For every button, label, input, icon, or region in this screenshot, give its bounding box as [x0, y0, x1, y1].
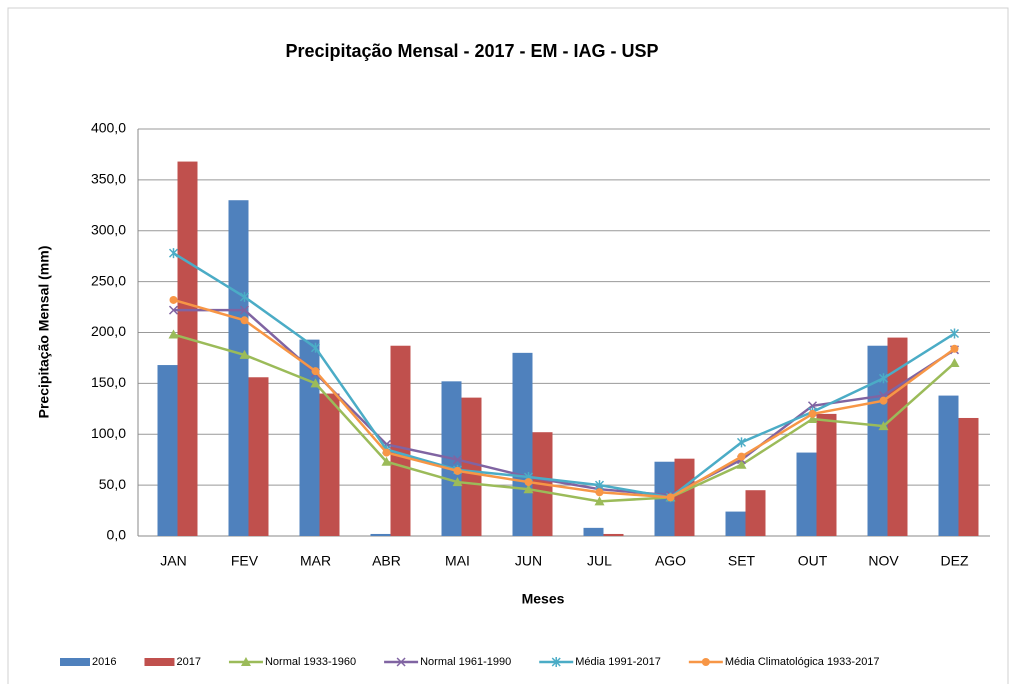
marker: [523, 484, 534, 494]
marker: [382, 448, 391, 457]
marker: [311, 367, 320, 376]
bar: [796, 452, 817, 536]
x-tick-label: JUL: [587, 553, 612, 569]
x-tick-label: OUT: [798, 553, 828, 569]
bar: [674, 458, 695, 536]
legend-label: Média 1991-2017: [575, 656, 661, 668]
bar: [725, 511, 746, 536]
marker: [878, 373, 889, 384]
x-tick-label: FEV: [231, 553, 259, 569]
y-tick-label: 0,0: [107, 527, 127, 543]
x-tick-label: JUN: [515, 553, 542, 569]
chart-title: Precipitação Mensal - 2017 - EM - IAG - …: [285, 41, 658, 61]
marker: [239, 291, 250, 302]
marker: [666, 493, 675, 502]
bar: [512, 352, 533, 536]
y-tick-label: 150,0: [91, 374, 126, 390]
bar: [887, 337, 908, 536]
marker: [736, 437, 747, 448]
x-tick-label: NOV: [868, 553, 899, 569]
y-tick-label: 350,0: [91, 171, 126, 187]
bar: [248, 377, 269, 536]
line: [173, 333, 956, 503]
legend-label: Média Climatológica 1933-2017: [725, 656, 880, 668]
marker: [310, 378, 321, 388]
x-tick-label: JAN: [160, 553, 186, 569]
bar: [867, 345, 888, 536]
legend-swatch: [60, 658, 90, 666]
marker: [240, 657, 251, 666]
marker: [737, 452, 746, 461]
x-tick-label: AGO: [655, 553, 686, 569]
marker: [878, 421, 889, 431]
chart-frame: [7, 7, 1009, 684]
x-tick-label: MAR: [300, 553, 331, 569]
bar: [177, 161, 198, 536]
marker: [239, 305, 250, 315]
legend-label: 2016: [92, 656, 116, 668]
y-tick-label: 400,0: [91, 120, 126, 136]
x-tick-label: DEZ: [941, 553, 969, 569]
bar: [390, 345, 411, 536]
legend-label: Normal 1933-1960: [265, 656, 356, 668]
x-tick-label: MAI: [445, 553, 470, 569]
bar: [461, 397, 482, 536]
marker: [551, 657, 561, 667]
marker: [168, 329, 179, 339]
y-tick-label: 250,0: [91, 272, 126, 288]
marker: [949, 328, 960, 339]
x-tick-label: SET: [728, 553, 756, 569]
bar: [299, 339, 320, 536]
marker: [168, 305, 179, 315]
marker: [524, 478, 533, 487]
bar: [958, 417, 979, 536]
marker: [594, 496, 605, 506]
marker: [453, 466, 462, 475]
marker: [310, 342, 321, 353]
y-tick-label: 300,0: [91, 221, 126, 237]
marker: [949, 358, 960, 368]
bar: [370, 533, 391, 536]
marker: [595, 488, 604, 497]
marker: [879, 396, 888, 405]
bar: [816, 413, 837, 536]
marker: [452, 477, 463, 487]
bar: [583, 527, 604, 536]
bar: [938, 395, 959, 536]
marker: [736, 459, 747, 469]
bar: [228, 200, 249, 536]
marker: [950, 344, 959, 353]
marker: [701, 658, 710, 666]
y-tick-label: 100,0: [91, 425, 126, 441]
legend-label: Normal 1961-1990: [420, 656, 511, 668]
x-tick-label: ABR: [372, 553, 401, 569]
marker: [168, 248, 179, 259]
marker: [169, 295, 178, 304]
y-axis-label: Precipitação Mensal (mm): [36, 246, 52, 419]
y-tick-label: 50,0: [99, 476, 126, 492]
y-tick-label: 200,0: [91, 323, 126, 339]
marker: [396, 657, 406, 667]
bar: [319, 393, 340, 536]
marker: [240, 316, 249, 325]
marker: [239, 349, 250, 359]
marker: [808, 409, 817, 418]
bar: [745, 490, 766, 536]
marker: [452, 455, 463, 465]
bar: [603, 533, 624, 536]
x-axis-label: Meses: [522, 591, 565, 607]
marker: [381, 456, 392, 466]
line: [172, 252, 956, 499]
bar: [157, 365, 178, 536]
marker: [807, 413, 818, 423]
legend-label: 2017: [176, 656, 200, 668]
line: [173, 298, 956, 499]
legend-swatch: [144, 658, 175, 666]
